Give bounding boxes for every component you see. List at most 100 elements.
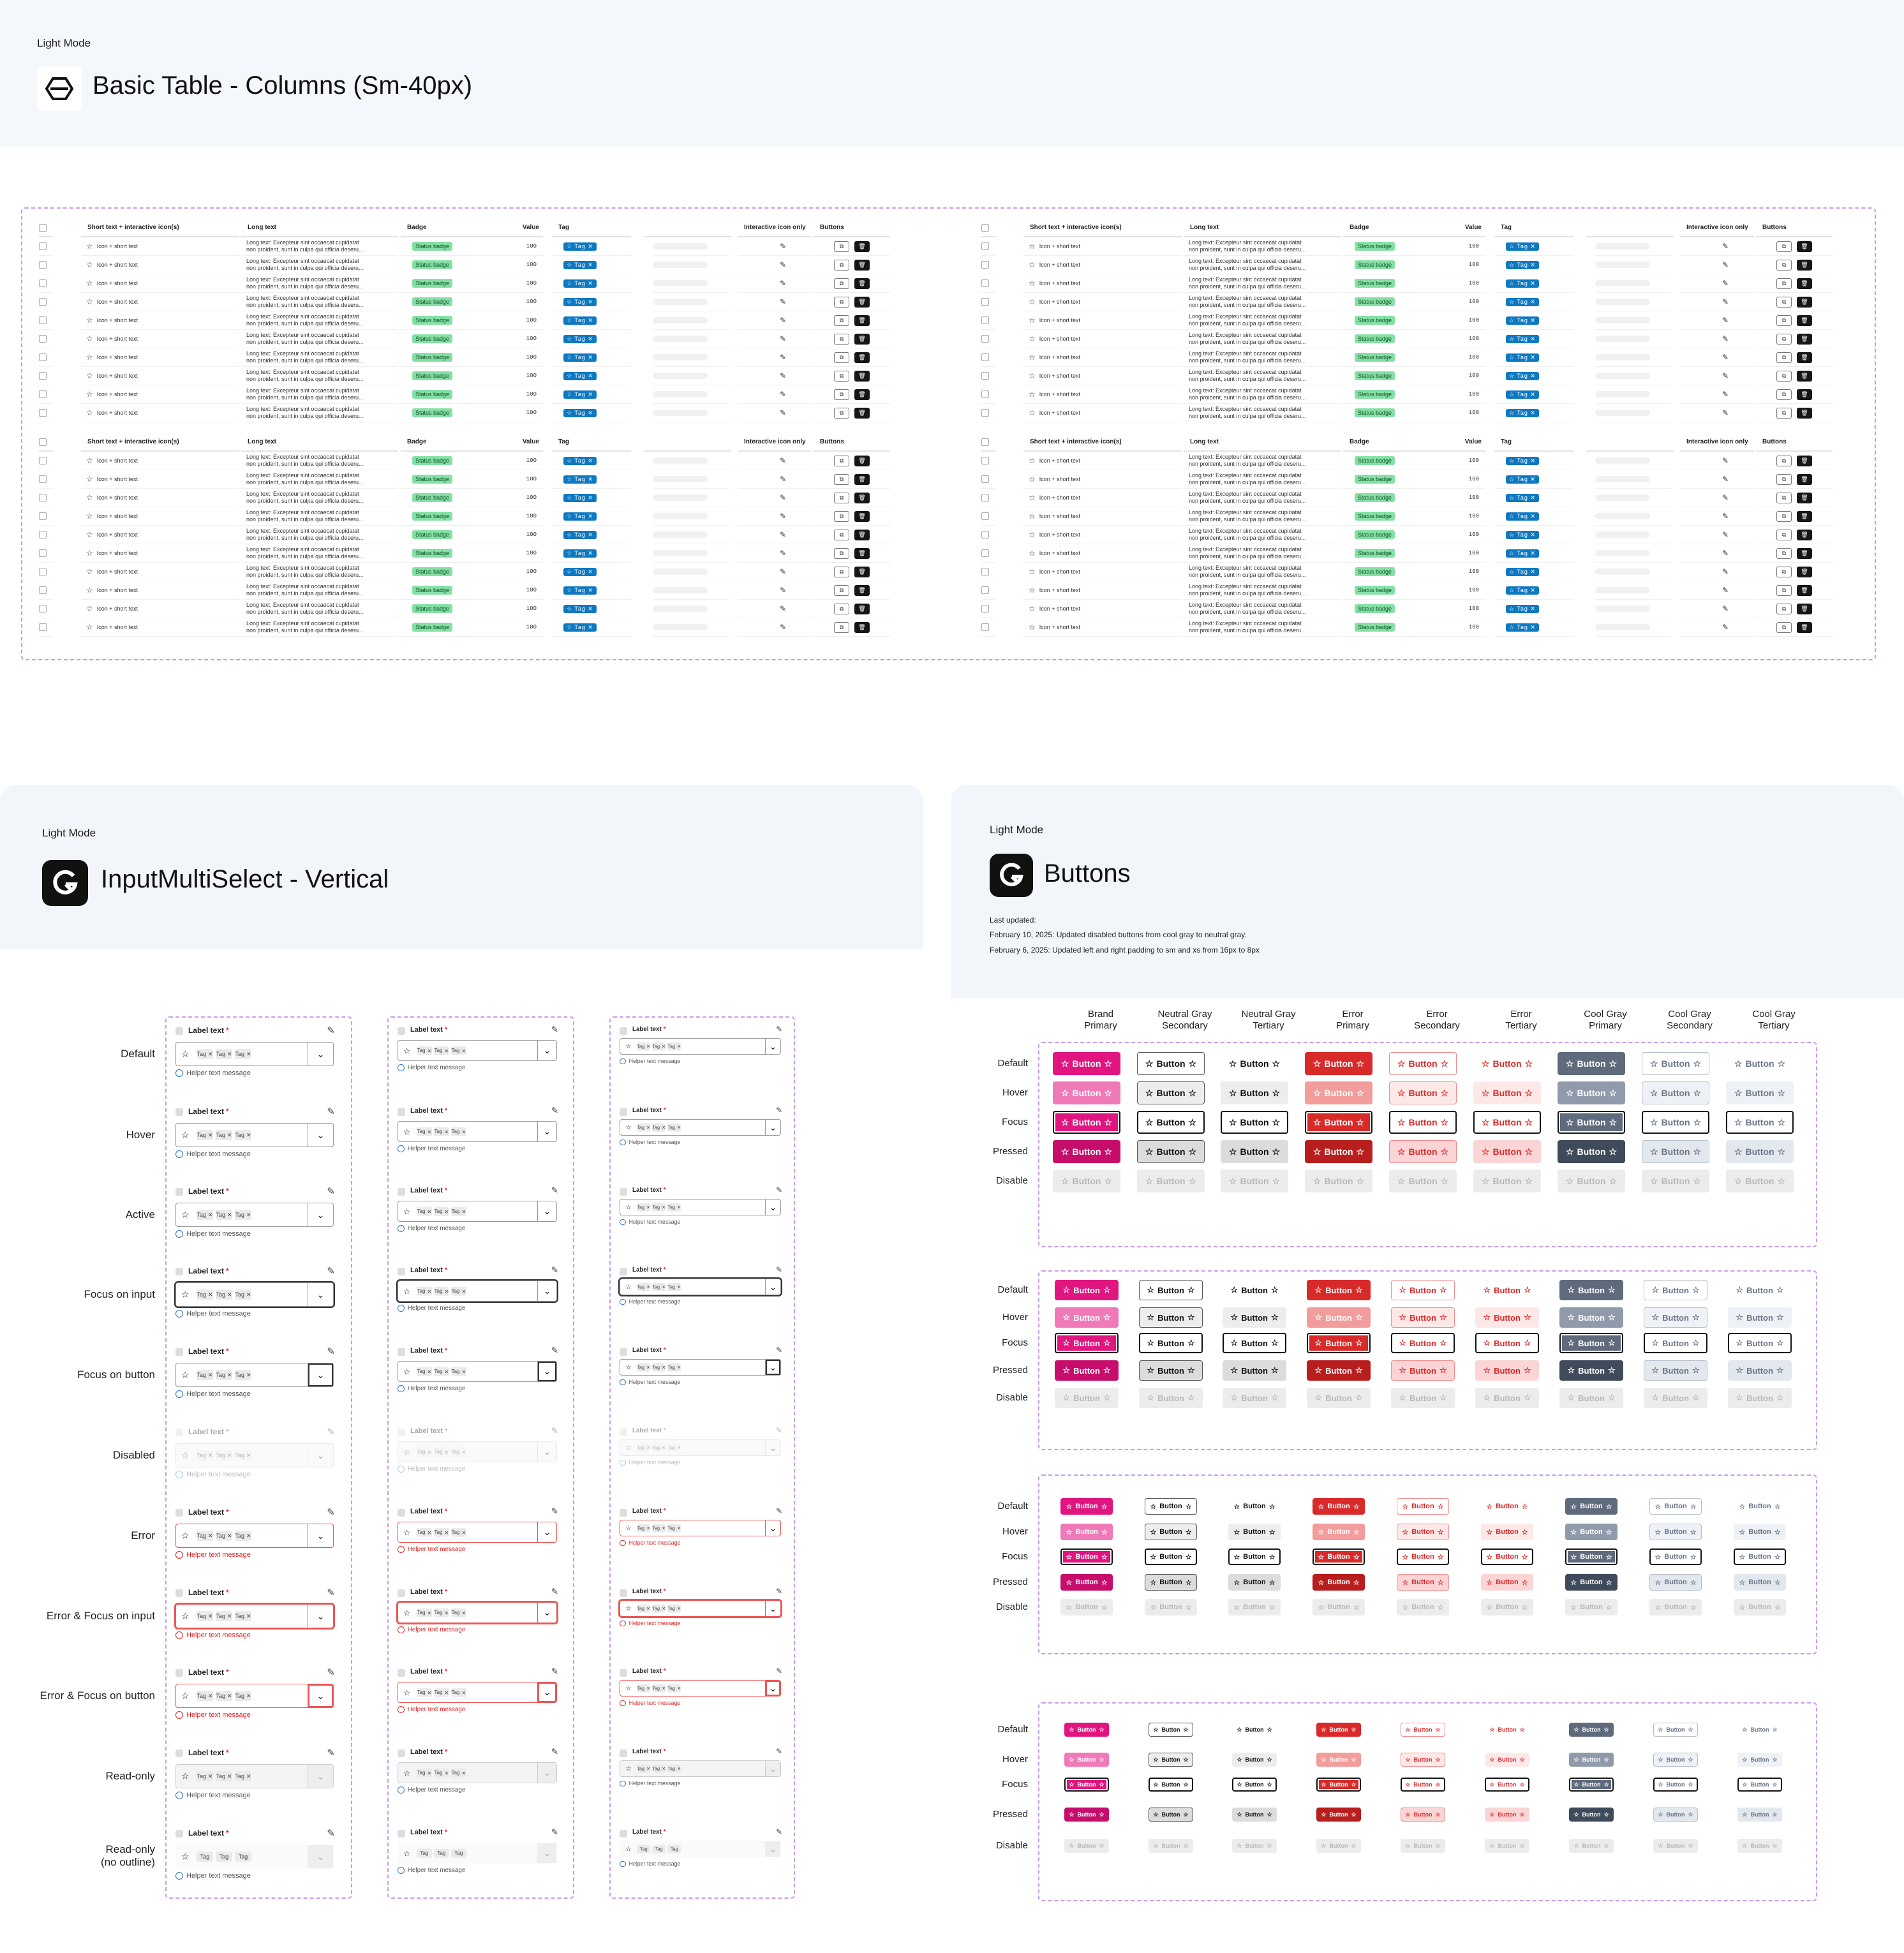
star-icon[interactable]: ☆: [1029, 623, 1036, 632]
tag-chip[interactable]: Tag ✕: [451, 1286, 466, 1296]
pencil-icon[interactable]: ✎: [551, 1747, 558, 1756]
pencil-icon[interactable]: ✎: [1722, 260, 1729, 269]
star-icon[interactable]: ☆: [86, 279, 93, 288]
pencil-icon[interactable]: ✎: [327, 1828, 335, 1839]
row-checkbox[interactable]: [981, 605, 989, 613]
tag-chip[interactable]: Tag ✕: [637, 1282, 651, 1291]
copy-icon[interactable]: ⧉: [834, 241, 849, 252]
tag-chip[interactable]: ☆ Tag ✕: [1506, 567, 1539, 576]
trash-icon[interactable]: 🗑: [854, 492, 870, 503]
button[interactable]: ☆ Button ☆: [1389, 1140, 1457, 1163]
copy-icon[interactable]: ⧉: [1776, 259, 1792, 271]
button[interactable]: ☆ Button ☆: [1473, 1140, 1541, 1163]
tag-chip[interactable]: Tag ✕: [451, 1046, 466, 1055]
row-checkbox[interactable]: [981, 512, 989, 520]
trash-icon[interactable]: 🗑: [1797, 370, 1812, 382]
x-icon[interactable]: ✕: [585, 279, 593, 286]
tag-chip[interactable]: ☆ Tag ✕: [563, 604, 597, 613]
chevron-down-icon[interactable]: ⌄: [537, 1682, 556, 1702]
button[interactable]: ☆ Button ☆: [1728, 1280, 1792, 1300]
copy-icon[interactable]: ⧉: [1776, 492, 1792, 503]
star-icon[interactable]: ☆: [86, 567, 93, 576]
pencil-icon[interactable]: ✎: [1722, 390, 1729, 399]
copy-icon[interactable]: ⧉: [1776, 584, 1792, 596]
multiselect-input[interactable]: ☆ Tag ✕ Tag ✕ Tag ✕ ⌄: [620, 1520, 781, 1536]
tag-chip[interactable]: ☆ Tag ✕: [563, 456, 597, 465]
x-icon[interactable]: ✕: [1528, 457, 1536, 464]
button[interactable]: ☆ Button ☆: [1137, 1111, 1205, 1134]
button[interactable]: ☆ Button ☆: [1485, 1778, 1529, 1792]
trash-icon[interactable]: 🗑: [854, 296, 870, 308]
button[interactable]: ☆ Button ☆: [1223, 1360, 1286, 1381]
button[interactable]: ☆ Button ☆: [1642, 1052, 1709, 1075]
button[interactable]: ☆ Button ☆: [1401, 1723, 1445, 1737]
chevron-down-icon[interactable]: ⌄: [537, 1281, 556, 1301]
tag-chip[interactable]: Tag ✕: [235, 1771, 251, 1781]
button[interactable]: ☆ Button ☆: [1305, 1052, 1372, 1075]
button[interactable]: ☆ Button ☆: [1223, 1333, 1286, 1353]
button[interactable]: ☆ Button ☆: [1559, 1280, 1623, 1300]
button[interactable]: ☆ Button ☆: [1139, 1360, 1203, 1381]
tag-chip[interactable]: ☆ Tag ✕: [563, 567, 597, 576]
button[interactable]: ☆ Button ☆: [1653, 1723, 1698, 1737]
star-icon[interactable]: ☆: [86, 353, 93, 362]
row-checkbox[interactable]: [981, 549, 989, 557]
chevron-down-icon[interactable]: ⌄: [308, 1605, 333, 1628]
tag-chip[interactable]: Tag ✕: [197, 1691, 213, 1701]
pencil-icon[interactable]: ✎: [1722, 242, 1729, 251]
star-icon[interactable]: ☆: [1029, 475, 1036, 484]
trash-icon[interactable]: 🗑: [1797, 333, 1812, 345]
trash-icon[interactable]: 🗑: [1797, 241, 1812, 252]
select-all-checkbox[interactable]: [981, 223, 989, 232]
pencil-icon[interactable]: ✎: [779, 390, 787, 399]
tag-chip[interactable]: Tag: [216, 1852, 232, 1862]
pencil-icon[interactable]: ✎: [779, 297, 787, 306]
x-icon[interactable]: ✕: [585, 242, 593, 249]
trash-icon[interactable]: 🗑: [854, 352, 870, 363]
button[interactable]: ☆ Button ☆: [1064, 1723, 1109, 1737]
button[interactable]: ☆ Button ☆: [1053, 1052, 1120, 1075]
button[interactable]: ☆ Button ☆: [1475, 1307, 1539, 1328]
row-checkbox[interactable]: [39, 279, 47, 287]
pencil-icon[interactable]: ✎: [327, 1266, 335, 1277]
tag-chip[interactable]: Tag ✕: [637, 1363, 651, 1372]
button[interactable]: ☆ Button ☆: [1305, 1081, 1372, 1104]
tag-chip[interactable]: Tag ✕: [667, 1524, 681, 1533]
tag-chip[interactable]: Tag ✕: [235, 1691, 251, 1701]
button[interactable]: ☆ Button ☆: [1313, 1574, 1365, 1591]
button[interactable]: ☆ Button ☆: [1565, 1524, 1618, 1540]
chevron-down-icon[interactable]: ⌄: [537, 1603, 556, 1623]
multiselect-input[interactable]: ☆ Tag ✕ Tag ✕ Tag ✕ ⌄: [398, 1602, 557, 1623]
button[interactable]: ☆ Button ☆: [1728, 1307, 1792, 1328]
copy-icon[interactable]: ⧉: [834, 455, 849, 466]
star-icon[interactable]: ☆: [86, 371, 93, 380]
button[interactable]: ☆ Button ☆: [1053, 1081, 1120, 1104]
button[interactable]: ☆ Button ☆: [1475, 1360, 1539, 1381]
pencil-icon[interactable]: ✎: [779, 549, 787, 558]
trash-icon[interactable]: 🗑: [854, 603, 870, 614]
tag-chip[interactable]: Tag: [434, 1848, 449, 1858]
copy-icon[interactable]: ⧉: [834, 547, 849, 559]
copy-icon[interactable]: ⧉: [834, 603, 849, 614]
copy-icon[interactable]: ⧉: [834, 278, 849, 289]
pencil-icon[interactable]: ✎: [775, 1747, 782, 1756]
tag-chip[interactable]: Tag ✕: [434, 1527, 449, 1537]
trash-icon[interactable]: 🗑: [1797, 510, 1812, 522]
tag-chip[interactable]: Tag ✕: [652, 1764, 666, 1773]
button[interactable]: ☆ Button ☆: [1559, 1333, 1623, 1353]
button[interactable]: ☆ Button ☆: [1145, 1548, 1197, 1565]
pencil-icon[interactable]: ✎: [779, 604, 787, 613]
chevron-down-icon[interactable]: ⌄: [537, 1041, 556, 1060]
button[interactable]: ☆ Button ☆: [1481, 1498, 1533, 1515]
button[interactable]: ☆ Button ☆: [1401, 1778, 1445, 1792]
button[interactable]: ☆ Button ☆: [1145, 1574, 1197, 1591]
tag-chip[interactable]: Tag ✕: [652, 1363, 666, 1372]
x-icon[interactable]: ✕: [585, 531, 593, 538]
trash-icon[interactable]: 🗑: [1797, 584, 1812, 596]
trash-icon[interactable]: 🗑: [1797, 547, 1812, 559]
chevron-down-icon[interactable]: ⌄: [537, 1201, 556, 1221]
star-icon[interactable]: ☆: [1029, 260, 1036, 269]
star-icon[interactable]: ☆: [1029, 567, 1036, 576]
button[interactable]: ☆ Button ☆: [1475, 1333, 1539, 1353]
trash-icon[interactable]: 🗑: [854, 241, 870, 252]
